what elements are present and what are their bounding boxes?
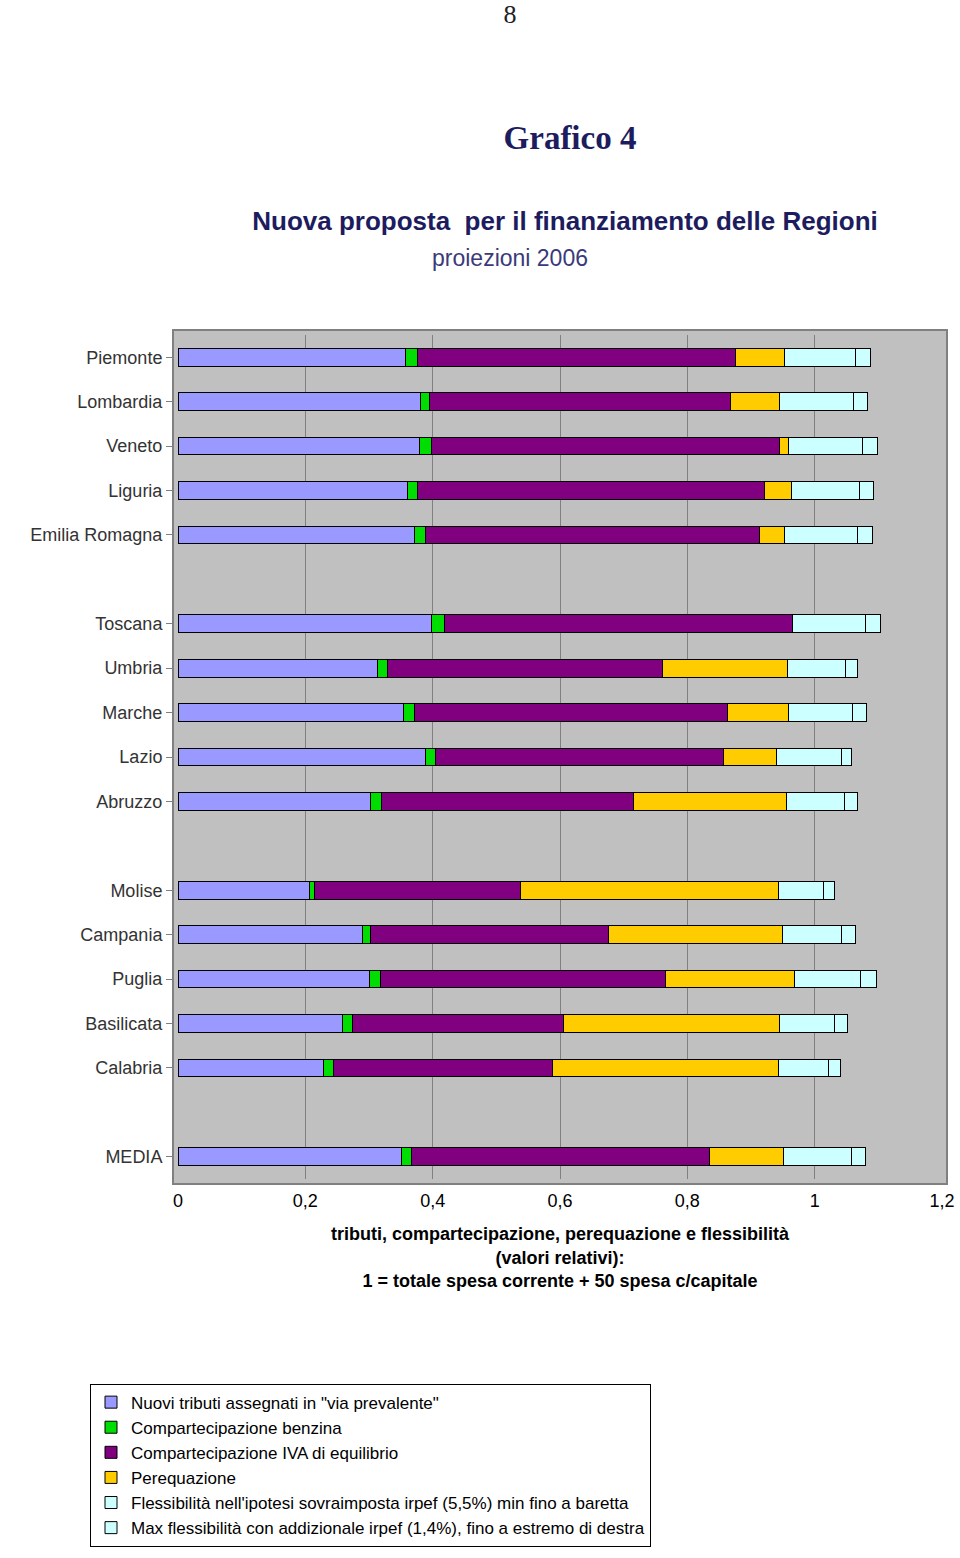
svg-text:0,8: 0,8 [675, 1191, 700, 1211]
svg-text:Compartecipazione benzina: Compartecipazione benzina [131, 1419, 342, 1438]
svg-text:Liguria: Liguria [108, 481, 163, 501]
svg-text:0,4: 0,4 [420, 1191, 445, 1211]
svg-text:Puglia: Puglia [112, 969, 163, 989]
svg-text:0,2: 0,2 [293, 1191, 318, 1211]
html-text:proiezioni 2006: proiezioni 2006 [432, 245, 588, 271]
svg-text:Compartecipazione IVA di equil: Compartecipazione IVA di equilibrio [131, 1444, 398, 1463]
svg-text:Perequazione: Perequazione [131, 1469, 236, 1488]
svg-text:Piemonte: Piemonte [86, 348, 162, 368]
svg-text:Flessibilità nell'ipotesi sovr: Flessibilità nell'ipotesi sovraimposta i… [131, 1494, 629, 1513]
svg-text:MEDIA: MEDIA [105, 1147, 162, 1167]
svg-text:Max flessibilità con addiziona: Max flessibilità con addizionale irpef (… [131, 1519, 645, 1538]
svg-text:0,6: 0,6 [547, 1191, 572, 1211]
svg-text:Campania: Campania [80, 925, 163, 945]
svg-text:Lombardia: Lombardia [77, 392, 163, 412]
svg-text:1: 1 [810, 1191, 820, 1211]
svg-text:Marche: Marche [102, 703, 162, 723]
svg-text:Molise: Molise [110, 881, 162, 901]
svg-text:Abruzzo: Abruzzo [96, 792, 162, 812]
svg-text:0: 0 [173, 1191, 183, 1211]
html-text:Nuova proposta per il finanzia: Nuova proposta per il finanziamento dell… [252, 206, 878, 236]
svg-text:1,2: 1,2 [929, 1191, 954, 1211]
html-text:Grafico 4: Grafico 4 [503, 120, 637, 156]
svg-text:Lazio: Lazio [119, 747, 162, 767]
svg-text:Emilia Romagna: Emilia Romagna [30, 525, 163, 545]
svg-text:Basilicata: Basilicata [85, 1014, 163, 1034]
svg-text:Veneto: Veneto [106, 436, 162, 456]
svg-text:Nuovi tributi assegnati in "vi: Nuovi tributi assegnati in "via prevalen… [131, 1394, 439, 1413]
svg-text:Toscana: Toscana [95, 614, 163, 634]
html-text:8: 8 [503, 0, 517, 29]
svg-text:Umbria: Umbria [104, 658, 163, 678]
svg-text:tributi, compartecipazione, pe: tributi, compartecipazione, perequazione… [331, 1224, 790, 1291]
svg-text:Calabria: Calabria [95, 1058, 163, 1078]
